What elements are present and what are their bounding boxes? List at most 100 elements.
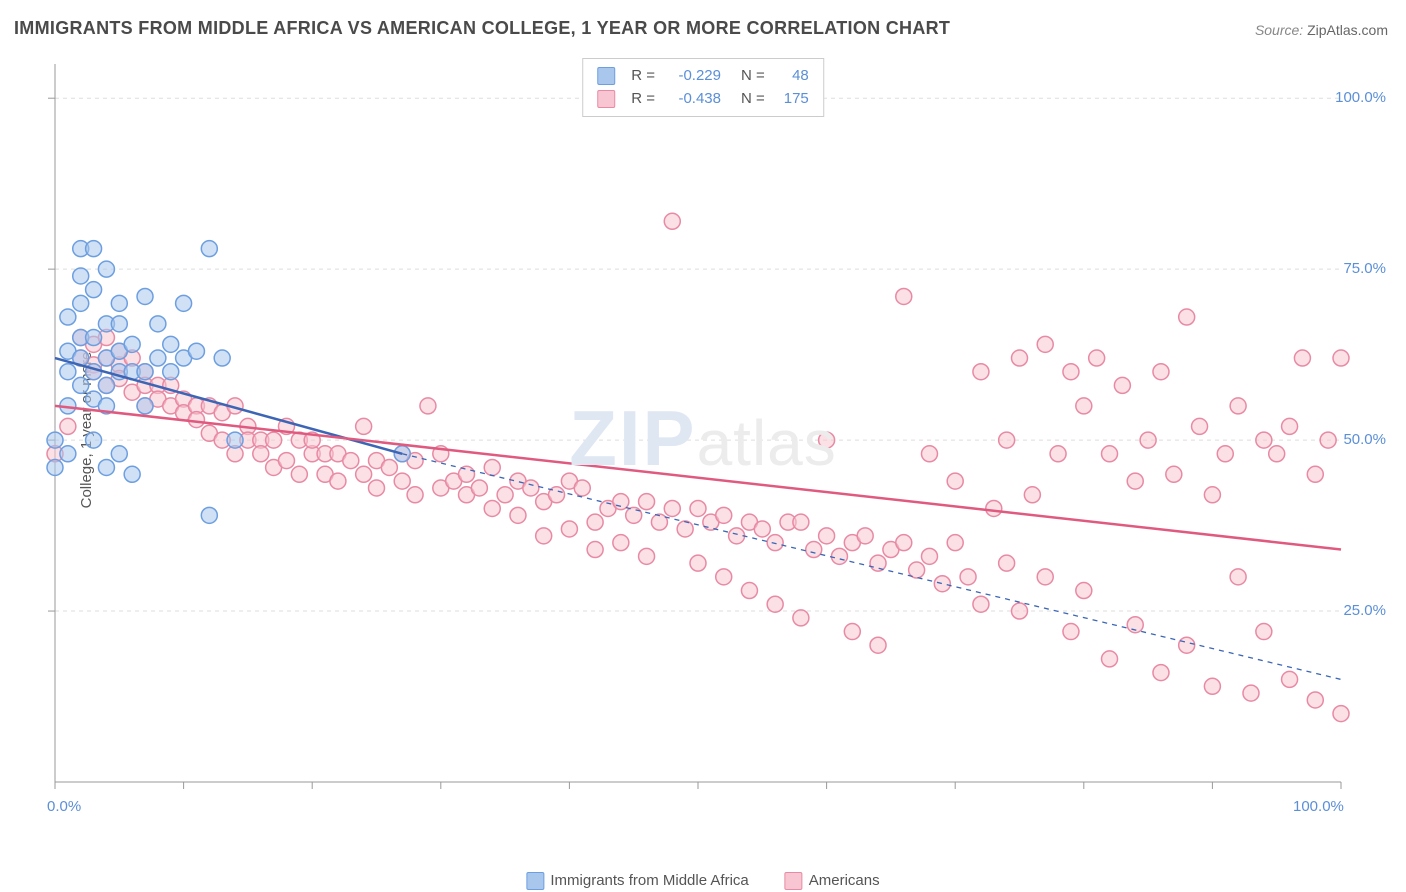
data-point [188, 343, 204, 359]
data-point [47, 432, 63, 448]
data-point [1320, 432, 1336, 448]
data-point [870, 555, 886, 571]
data-point [253, 446, 269, 462]
scatter-plot [45, 56, 1391, 826]
data-point [1102, 446, 1118, 462]
data-point [664, 500, 680, 516]
data-point [201, 507, 217, 523]
data-point [561, 521, 577, 537]
data-point [330, 473, 346, 489]
data-point [986, 500, 1002, 516]
data-point [1307, 466, 1323, 482]
data-point [1230, 398, 1246, 414]
data-point [973, 364, 989, 380]
data-point [921, 548, 937, 564]
source-value: ZipAtlas.com [1307, 22, 1388, 38]
data-point [1024, 487, 1040, 503]
data-point [729, 528, 745, 544]
data-point [150, 316, 166, 332]
data-point [1127, 473, 1143, 489]
data-point [343, 453, 359, 469]
data-point [870, 637, 886, 653]
data-point [677, 521, 693, 537]
stat-r-value: -0.229 [665, 65, 721, 88]
data-point [1102, 651, 1118, 667]
data-point [497, 487, 513, 503]
stat-n-value: 48 [775, 65, 809, 88]
data-point [574, 480, 590, 496]
data-point [690, 500, 706, 516]
data-point [999, 432, 1015, 448]
source-label: Source: [1255, 22, 1303, 38]
data-point [1204, 487, 1220, 503]
data-point [73, 377, 89, 393]
data-point [741, 583, 757, 599]
data-point [420, 398, 436, 414]
data-point [793, 610, 809, 626]
x-tick-label: 0.0% [47, 798, 81, 815]
data-point [1333, 350, 1349, 366]
data-point [1012, 603, 1028, 619]
data-point [626, 507, 642, 523]
data-point [1333, 706, 1349, 722]
data-point [163, 364, 179, 380]
data-point [960, 569, 976, 585]
data-point [369, 480, 385, 496]
legend-swatch [597, 90, 615, 108]
data-point [1282, 418, 1298, 434]
data-point [214, 350, 230, 366]
legend-stat-row: R = -0.229 N = 48 [597, 65, 809, 88]
data-point [523, 480, 539, 496]
data-point [407, 487, 423, 503]
data-point [124, 466, 140, 482]
data-point [176, 295, 192, 311]
data-point [111, 446, 127, 462]
legend-item: Immigrants from Middle Africa [526, 872, 748, 890]
data-point [831, 548, 847, 564]
stat-n-label: N = [741, 88, 765, 111]
stat-r-label: R = [631, 88, 655, 111]
source-attribution: Source: ZipAtlas.com [1255, 22, 1388, 38]
data-point [754, 521, 770, 537]
data-point [73, 295, 89, 311]
data-point [98, 377, 114, 393]
data-point [1153, 665, 1169, 681]
data-point [1179, 637, 1195, 653]
data-point [716, 507, 732, 523]
stat-n-label: N = [741, 65, 765, 88]
data-point [1050, 446, 1066, 462]
stat-r-label: R = [631, 65, 655, 88]
data-point [1282, 671, 1298, 687]
data-point [1179, 309, 1195, 325]
data-point [86, 330, 102, 346]
chart-title: IMMIGRANTS FROM MIDDLE AFRICA VS AMERICA… [14, 18, 950, 39]
data-point [98, 261, 114, 277]
legend-item: Americans [785, 872, 880, 890]
data-point [266, 432, 282, 448]
data-point [1243, 685, 1259, 701]
data-point [86, 282, 102, 298]
data-point [896, 288, 912, 304]
data-point [793, 514, 809, 530]
data-point [1140, 432, 1156, 448]
data-point [1192, 418, 1208, 434]
data-point [613, 535, 629, 551]
data-point [1076, 398, 1092, 414]
data-point [819, 528, 835, 544]
data-point [587, 514, 603, 530]
data-point [857, 528, 873, 544]
chart-container: IMMIGRANTS FROM MIDDLE AFRICA VS AMERICA… [0, 0, 1406, 892]
legend-swatch [785, 872, 803, 890]
data-point [1063, 624, 1079, 640]
data-point [896, 535, 912, 551]
data-point [86, 432, 102, 448]
data-point [664, 213, 680, 229]
data-point [124, 336, 140, 352]
data-point [163, 336, 179, 352]
data-point [137, 288, 153, 304]
data-point [484, 500, 500, 516]
data-point [1153, 364, 1169, 380]
data-point [999, 555, 1015, 571]
data-point [767, 535, 783, 551]
data-point [1166, 466, 1182, 482]
